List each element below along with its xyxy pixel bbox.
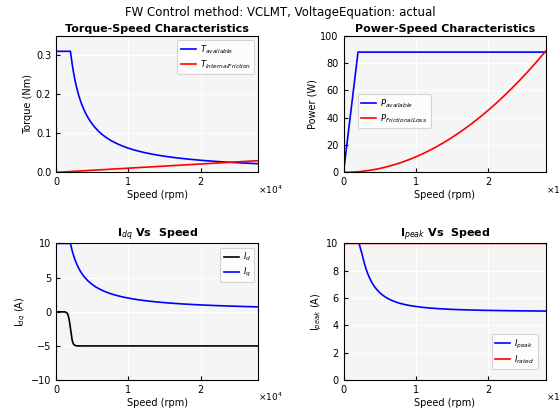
$P_{FrictionalLoss}$	[427, 148, 433, 153]
$T_{InternalFriction}$	[230, 160, 236, 165]
$P_{FrictionalLoss}$	[517, 77, 524, 82]
Line: $T_{available}$: $T_{available}$	[56, 51, 259, 164]
$T_{available}$	[130, 147, 137, 152]
$T_{InternalFriction}$	[255, 158, 262, 163]
Y-axis label: Power (W): Power (W)	[307, 79, 318, 129]
X-axis label: Speed (rpm): Speed (rpm)	[127, 398, 188, 408]
Title: I$_{peak}$ Vs  Speed: I$_{peak}$ Vs Speed	[399, 227, 490, 244]
Y-axis label: I$_{peak}$ (A): I$_{peak}$ (A)	[309, 293, 324, 331]
$I_{peak}$	[363, 268, 370, 273]
$I_{peak}$	[543, 309, 549, 314]
$I_d$	[139, 344, 146, 349]
Line: $I_d$: $I_d$	[56, 312, 259, 346]
X-axis label: Speed (rpm): Speed (rpm)	[414, 190, 475, 200]
$I_q$	[139, 298, 146, 303]
Line: $T_{InternalFriction}$: $T_{InternalFriction}$	[56, 161, 259, 172]
$P_{available}$	[427, 50, 433, 55]
$I_d$	[255, 344, 262, 349]
$P_{FrictionalLoss}$	[375, 166, 382, 171]
$I_d$	[130, 344, 137, 349]
$I_q$	[230, 304, 236, 309]
$P_{FrictionalLoss}$	[539, 53, 545, 58]
$I_q$	[76, 266, 82, 271]
$I_{peak}$	[418, 304, 424, 310]
$I_d$	[76, 344, 82, 349]
$P_{available}$	[340, 170, 347, 175]
Text: $\times10^4$: $\times10^4$	[546, 183, 560, 196]
$P_{FrictionalLoss}$	[418, 152, 424, 157]
Line: $I_{peak}$: $I_{peak}$	[358, 239, 546, 311]
$I_{peak}$	[517, 308, 524, 313]
$P_{available}$	[363, 50, 370, 55]
$T_{InternalFriction}$	[53, 170, 59, 175]
$T_{available}$	[230, 160, 236, 165]
$T_{available}$	[139, 150, 146, 155]
Y-axis label: I$_{dq}$ (A): I$_{dq}$ (A)	[13, 297, 28, 327]
$I_q$	[251, 304, 258, 309]
$I_{rated}$	[539, 241, 545, 246]
$P_{FrictionalLoss}$	[543, 48, 549, 53]
$I_q$	[130, 297, 137, 302]
Title: Power-Speed Characteristics: Power-Speed Characteristics	[354, 24, 535, 34]
$I_{peak}$	[539, 309, 545, 314]
Line: $P_{available}$: $P_{available}$	[343, 52, 546, 172]
$I_d$	[88, 344, 95, 349]
$T_{available}$	[255, 161, 262, 166]
$I_d$	[53, 309, 59, 314]
Legend: $I_d$, $I_q$: $I_d$, $I_q$	[220, 248, 254, 282]
Title: Torque-Speed Characteristics: Torque-Speed Characteristics	[66, 24, 249, 34]
$P_{FrictionalLoss}$	[340, 170, 347, 175]
$P_{available}$	[543, 50, 549, 55]
Text: $\times10^4$: $\times10^4$	[259, 183, 283, 196]
Y-axis label: Torque (Nm): Torque (Nm)	[23, 74, 33, 134]
$P_{available}$	[517, 50, 524, 55]
Text: $\times10^4$: $\times10^4$	[259, 391, 283, 403]
$P_{available}$	[375, 50, 382, 55]
Title: I$_{dq}$ Vs  Speed: I$_{dq}$ Vs Speed	[116, 227, 198, 244]
$T_{available}$	[88, 120, 95, 125]
$I_{rated}$	[375, 241, 382, 246]
$I_q$	[88, 281, 95, 286]
Line: $I_q$: $I_q$	[56, 244, 259, 307]
$I_d$	[230, 344, 236, 349]
Legend: $I_{peak}$, $I_{rated}$: $I_{peak}$, $I_{rated}$	[492, 334, 538, 369]
$T_{available}$	[251, 161, 258, 166]
$P_{available}$	[418, 50, 424, 55]
Text: FW Control method: VCLMT, VoltageEquation: actual: FW Control method: VCLMT, VoltageEquatio…	[125, 6, 435, 19]
$I_{peak}$	[427, 305, 433, 310]
$T_{InternalFriction}$	[139, 165, 146, 170]
$I_{rated}$	[517, 241, 524, 246]
Text: $\times10^4$: $\times10^4$	[546, 391, 560, 403]
$I_d$	[108, 344, 114, 349]
$I_q$	[53, 241, 59, 246]
$T_{InternalFriction}$	[130, 165, 137, 171]
$I_d$	[251, 344, 258, 349]
$T_{available}$	[76, 94, 82, 99]
$P_{available}$	[539, 50, 545, 55]
$I_{rated}$	[418, 241, 424, 246]
$P_{FrictionalLoss}$	[363, 168, 370, 173]
X-axis label: Speed (rpm): Speed (rpm)	[127, 190, 188, 200]
$T_{InternalFriction}$	[88, 168, 95, 173]
$I_q$	[255, 304, 262, 310]
X-axis label: Speed (rpm): Speed (rpm)	[414, 398, 475, 408]
Legend: $T_{available}$, $T_{InternalFriction}$: $T_{available}$, $T_{InternalFriction}$	[177, 40, 254, 74]
$P_{available}$	[354, 50, 361, 55]
Line: $P_{FrictionalLoss}$: $P_{FrictionalLoss}$	[343, 51, 546, 172]
$T_{available}$	[53, 49, 59, 54]
$I_{rated}$	[427, 241, 433, 246]
$T_{InternalFriction}$	[76, 168, 82, 173]
$I_{rated}$	[543, 241, 549, 246]
$I_{peak}$	[375, 289, 382, 294]
$I_{rated}$	[340, 241, 347, 246]
Legend: $P_{available}$, $P_{FrictionalLoss}$: $P_{available}$, $P_{FrictionalLoss}$	[358, 94, 431, 128]
$I_{rated}$	[363, 241, 370, 246]
$T_{InternalFriction}$	[251, 158, 258, 163]
